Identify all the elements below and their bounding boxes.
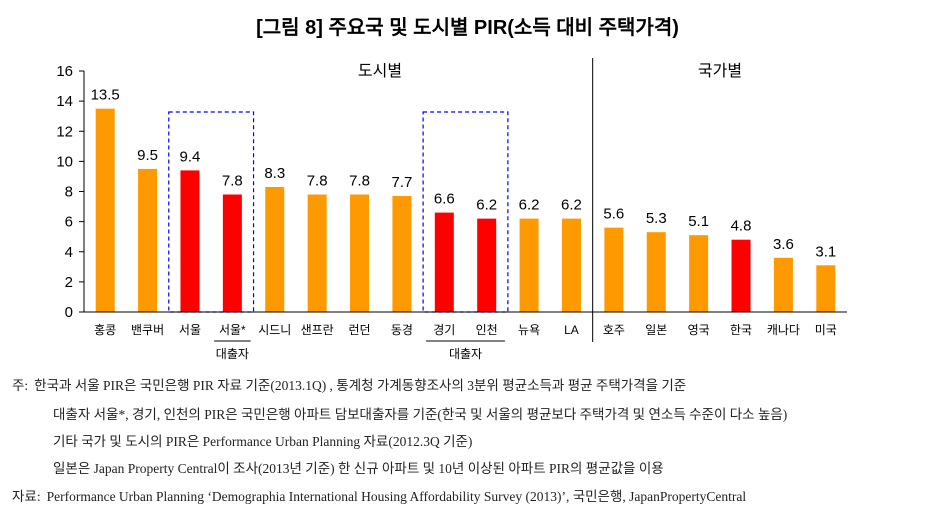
data-label: 9.5 bbox=[137, 147, 158, 164]
category-label: 서울 bbox=[179, 323, 201, 337]
data-label: 6.2 bbox=[561, 197, 582, 214]
category-label: 미국 bbox=[815, 323, 837, 337]
subgroup-label: 대출자 bbox=[449, 347, 482, 361]
bar bbox=[604, 227, 624, 312]
highlight-box bbox=[422, 111, 509, 313]
category-label: 인천 bbox=[476, 322, 498, 337]
group-label: 국가별 bbox=[698, 62, 742, 80]
bar bbox=[773, 257, 793, 312]
data-label: 3.6 bbox=[773, 236, 794, 253]
source-text: Performance Urban Planning ‘Demographia … bbox=[46, 489, 747, 504]
bar bbox=[392, 196, 412, 312]
highlight-box bbox=[168, 111, 255, 313]
data-label: 3.1 bbox=[815, 243, 836, 260]
bar bbox=[731, 239, 751, 312]
category-label: 동경 bbox=[391, 323, 413, 337]
y-tick-label: 10 bbox=[56, 153, 73, 170]
bar bbox=[519, 218, 539, 312]
category-label: 경기 bbox=[433, 323, 455, 337]
category-label: 영국 bbox=[688, 323, 710, 337]
category-label: 일본 bbox=[645, 323, 667, 337]
data-label: 4.8 bbox=[731, 218, 752, 235]
bar bbox=[350, 194, 370, 312]
data-label: 7.8 bbox=[349, 173, 370, 190]
bar bbox=[307, 194, 327, 312]
category-label: 서울* bbox=[219, 323, 246, 337]
y-tick-label: 14 bbox=[56, 93, 73, 110]
source-label: 자료: bbox=[12, 489, 41, 504]
y-tick-label: 2 bbox=[65, 274, 73, 291]
data-label: 6.2 bbox=[476, 197, 497, 214]
data-label: 5.3 bbox=[646, 210, 667, 227]
data-label: 5.1 bbox=[688, 213, 709, 230]
category-label: 홍콩 bbox=[94, 323, 116, 337]
pir-bar-chart: 13.5 홍콩 9.5 밴쿠버 9.4 서울 7.8 서울* 8.3 시드니 7.8 샌프란 7.8 런던… bbox=[56, 58, 847, 361]
note-text: 일본은 Japan Property Central이 조사(2013년 기준)… bbox=[53, 461, 664, 476]
data-label: 13.5 bbox=[91, 87, 120, 104]
data-label: 6.2 bbox=[519, 197, 540, 214]
y-tick-label: 8 bbox=[65, 184, 73, 201]
subgroup-label: 대출자 bbox=[216, 347, 249, 361]
data-label: 7.7 bbox=[391, 174, 412, 191]
bar bbox=[95, 108, 115, 312]
category-label: 한국 bbox=[730, 323, 752, 337]
y-tick-label: 0 bbox=[65, 304, 73, 321]
note-label: 주: bbox=[12, 378, 29, 393]
bar bbox=[180, 170, 200, 312]
category-label: LA bbox=[564, 323, 579, 337]
category-label: 시드니 bbox=[258, 323, 291, 337]
note-text: 대출자 서울*, 경기, 인천의 PIR은 국민은행 아파트 담보대출자를 기준… bbox=[53, 407, 788, 422]
category-label: 호주 bbox=[603, 323, 625, 337]
data-label: 5.6 bbox=[603, 206, 624, 223]
category-label: 캐나다 bbox=[767, 323, 800, 337]
bar bbox=[434, 212, 454, 312]
y-tick-label: 4 bbox=[65, 244, 73, 261]
data-label: 8.3 bbox=[264, 165, 285, 182]
bar bbox=[816, 265, 836, 312]
note-text: 한국과 서울 PIR은 국민은행 PIR 자료 기준(2013.1Q) , 통계… bbox=[34, 378, 687, 393]
figure-title: [그림 8] 주요국 및 도시별 PIR(소득 대비 주택가격) bbox=[256, 17, 679, 39]
data-label: 7.8 bbox=[307, 173, 328, 190]
bar bbox=[646, 232, 666, 312]
category-label: 런던 bbox=[348, 323, 370, 337]
bar bbox=[561, 218, 581, 312]
source-line: 자료: Performance Urban Planning ‘Demograph… bbox=[12, 487, 746, 507]
group-label: 도시별 bbox=[358, 62, 402, 80]
y-tick-label: 6 bbox=[65, 214, 73, 231]
y-tick-label: 12 bbox=[56, 123, 73, 140]
category-label: 뉴욕 bbox=[518, 323, 540, 337]
y-tick-label: 16 bbox=[56, 63, 73, 80]
bar bbox=[138, 168, 158, 312]
category-label: 밴쿠버 bbox=[131, 323, 164, 337]
bar bbox=[689, 235, 709, 312]
note-line: 주: 한국과 서울 PIR은 국민은행 PIR 자료 기준(2013.1Q) , … bbox=[12, 376, 686, 396]
note-text: 기타 국가 및 도시의 PIR은 Performance Urban Plann… bbox=[53, 434, 473, 449]
note-line: 기타 국가 및 도시의 PIR은 Performance Urban Plann… bbox=[53, 432, 472, 452]
note-line: 대출자 서울*, 경기, 인천의 PIR은 국민은행 아파트 담보대출자를 기준… bbox=[53, 405, 787, 425]
data-label: 6.6 bbox=[434, 191, 455, 208]
data-label: 7.8 bbox=[222, 173, 243, 190]
bar bbox=[265, 186, 285, 312]
bar bbox=[477, 218, 497, 312]
note-line: 일본은 Japan Property Central이 조사(2013년 기준)… bbox=[53, 459, 664, 479]
data-label: 9.4 bbox=[180, 148, 201, 165]
bar bbox=[222, 194, 242, 312]
category-label: 샌프란 bbox=[301, 323, 334, 337]
